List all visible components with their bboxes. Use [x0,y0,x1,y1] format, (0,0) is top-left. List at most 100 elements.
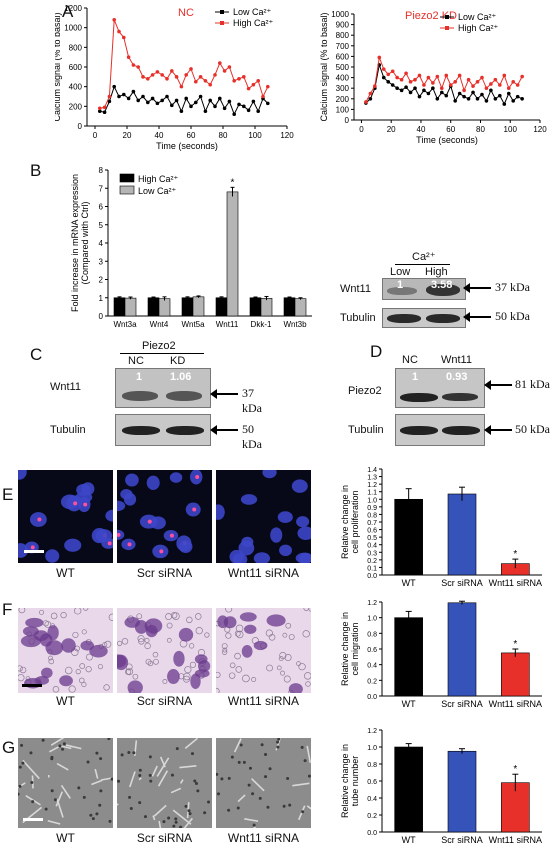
cell-cluster [251,792,255,796]
y-tick-label: 3 [99,257,104,266]
edu-signal [127,542,132,547]
tube [22,759,40,780]
x-axis-label: Time (seconds) [416,135,478,145]
pore [162,678,168,684]
data-point [174,75,179,79]
data-point [222,69,227,73]
y-tick-label: 600 [69,63,83,72]
data-point [194,100,198,105]
pore [278,656,284,661]
data-point [203,109,208,114]
y-tick-label: 0.8 [367,631,377,638]
blot-d-lane-1: NC [402,354,418,366]
tube [60,784,71,799]
pore [165,613,172,621]
tube [157,770,169,787]
bar [192,296,205,317]
data-point [136,98,140,103]
y-tick-label: 0.2 [367,678,377,685]
y-tick-label: 0.4 [367,543,377,550]
data-point [165,94,169,99]
data-point [377,55,382,60]
x-tick-label: 120 [533,125,547,134]
data-point [112,84,116,89]
data-point [122,35,126,40]
data-point [390,69,395,74]
tube [252,826,256,828]
blot-c-size-1: 37 kDa [242,386,262,415]
data-point [381,75,386,80]
legend-label: High Ca²⁺ [138,174,179,184]
migrated-cell [117,654,127,668]
blot-c-header: Piezo2 [142,340,176,352]
y-tick-label: 1 [99,294,104,303]
data-point [146,77,150,81]
panel-label-e: E [2,485,14,504]
pore [305,681,311,687]
edu-signal [159,549,164,554]
x-tick-label: Dkk-1 [251,320,272,329]
edu-signal [107,541,112,546]
data-point [404,85,408,89]
blot-b-band-low [387,287,417,295]
tube [153,804,167,817]
y-tick-label: 0.6 [367,528,377,535]
cell-cluster [143,815,147,819]
data-point [439,90,444,95]
cell-cluster [120,753,124,757]
x-tick-label: 0 [93,131,98,140]
y-axis-label: Relative change in [340,744,350,818]
bar [124,297,137,317]
cell-cluster [220,777,224,781]
arrow-icon [463,312,470,322]
pore [234,652,241,660]
cell-cluster [268,767,272,771]
x-tick-label: 40 [417,125,426,134]
y-tick-label: 4 [99,239,104,248]
tube [65,744,82,750]
data-point [466,97,471,101]
y-tick-label: 0.1 [367,565,377,572]
data-point [520,97,524,101]
data-point [237,77,241,81]
chart-b-mrna: 0 1 2 3 4 5 6 7 8 Fold increase in mRNA expressio… [70,166,312,329]
data-point [232,78,236,83]
legend-marker [220,10,224,14]
data-point [435,97,440,101]
pore [75,669,81,675]
migrated-cell [20,635,41,648]
data-point [98,106,102,111]
y-tick-label: 0.0 [367,830,377,837]
data-point [506,91,511,96]
blot-d-size-2: 50 kDa [515,422,550,436]
y-tick-label: 0.4 [367,796,377,803]
tube [183,817,193,828]
scale-bar [23,818,43,821]
cell-cluster [127,751,131,755]
data-point [426,75,431,80]
cell-cluster [227,808,231,812]
x-tick-label: Wnt11 siRNA [489,699,542,709]
migrated-cell [80,640,95,651]
cell-cluster [18,792,20,796]
bar [215,297,228,317]
nucleus [216,504,225,520]
y-tick-label: 1.0 [367,745,377,752]
data-point [381,67,386,71]
micrograph-g-wnt11-cells [216,738,311,828]
migrated-cell [241,644,253,658]
cell-cluster [227,776,231,780]
migrated-cell [41,667,53,679]
data-point [179,109,184,114]
y-tick-label: 1.2 [367,600,377,607]
chart-title: NC [178,7,194,19]
chart-e-proliferation: 0.00.10.20.30.40.50.60.70.80.91.01.11.21… [340,467,542,588]
pore [222,647,228,653]
micrograph-e-wnt11 [216,470,311,563]
pore [221,643,228,649]
blot-c-size-2: 50 kDa [242,422,262,451]
cell-cluster [98,803,102,807]
cell-cluster [148,755,152,759]
legend-label: Low Ca²⁺ [233,7,272,17]
data-point [170,69,174,73]
